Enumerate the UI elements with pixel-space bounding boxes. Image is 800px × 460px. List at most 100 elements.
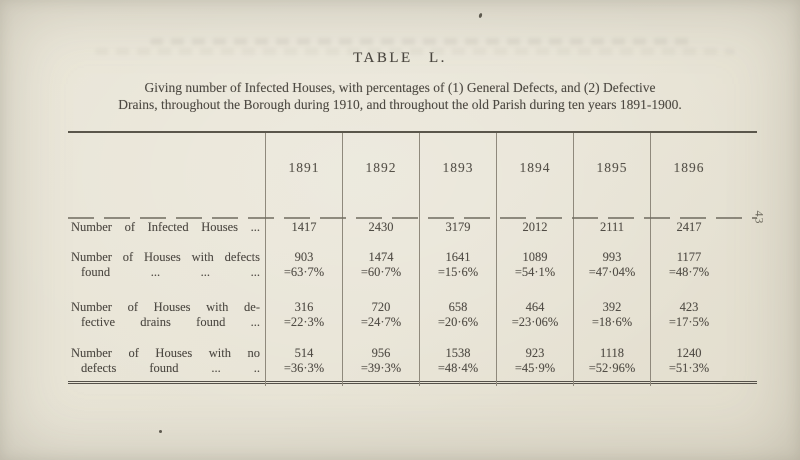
paper-speck bbox=[159, 430, 162, 433]
count-value: 923 bbox=[525, 346, 545, 360]
count-value: 1089 bbox=[522, 250, 548, 264]
value-cell: 3179 bbox=[419, 217, 496, 247]
value-cell: 423 =17·5% bbox=[650, 297, 727, 343]
count-value: 2430 bbox=[368, 220, 394, 234]
count-value: 464 bbox=[525, 300, 545, 314]
paper-speck bbox=[478, 12, 483, 19]
value-cell: 1089 =54·1% bbox=[496, 247, 573, 297]
count-value: 1474 bbox=[368, 250, 394, 264]
count-value: 1118 bbox=[599, 346, 625, 360]
count-value: 316 bbox=[294, 300, 314, 314]
statistics-table: 1891 1892 1893 1894 1895 1896 Number of Infect… bbox=[68, 131, 757, 386]
row-label: Number of Houses with defects found ... .… bbox=[68, 247, 265, 297]
percentage-value: =22·3% bbox=[283, 315, 325, 329]
value-cell: 392 =18·6% bbox=[573, 297, 650, 343]
count-value: 720 bbox=[371, 300, 391, 314]
row-label-line: Number of Houses with no bbox=[71, 346, 260, 360]
row-label-line: Number of Houses with defects bbox=[71, 250, 260, 264]
count-value: 903 bbox=[294, 250, 314, 264]
count-value: 956 bbox=[371, 346, 391, 360]
count-value: 2111 bbox=[599, 220, 625, 234]
count-value: 1417 bbox=[291, 220, 317, 234]
table-caption-line1: Giving number of Infected Houses, with p… bbox=[144, 80, 656, 95]
percentage-value: =20·6% bbox=[437, 315, 479, 329]
row-label-line: defects found ... .. bbox=[81, 360, 260, 375]
year-column-header: 1896 bbox=[650, 133, 727, 217]
header-label-spacer bbox=[68, 133, 265, 217]
value-cell: 316 =22·3% bbox=[265, 297, 342, 343]
percentage-value: =48·7% bbox=[668, 265, 710, 279]
percentage-value: =54·1% bbox=[514, 265, 556, 279]
year-column-header: 1895 bbox=[573, 133, 650, 217]
value-cell: 2012 bbox=[496, 217, 573, 247]
percentage-value: =15·6% bbox=[437, 265, 479, 279]
value-cell: 1118 =52·96% bbox=[573, 343, 650, 386]
bleed-through-smudge bbox=[95, 48, 735, 55]
percentage-value: =17·5% bbox=[668, 315, 710, 329]
year-column-header: 1894 bbox=[496, 133, 573, 217]
count-value: 658 bbox=[448, 300, 468, 314]
row-label: Number of Infected Houses ... bbox=[68, 217, 265, 247]
count-value: 1240 bbox=[676, 346, 702, 360]
percentage-value: =23·06% bbox=[511, 315, 559, 329]
count-value: 2417 bbox=[676, 220, 702, 234]
percentage-value: =45·9% bbox=[514, 361, 556, 375]
percentage-value: =47·04% bbox=[588, 265, 636, 279]
header-divider-dashed-rule bbox=[68, 217, 757, 219]
value-cell: 658 =20·6% bbox=[419, 297, 496, 343]
value-cell: 464 =23·06% bbox=[496, 297, 573, 343]
table-row: Number of Houses with de-fective drains … bbox=[68, 297, 727, 343]
table-row: Number of Infected Houses ... 1417 2430 317… bbox=[68, 217, 727, 247]
percentage-value: =52·96% bbox=[588, 361, 636, 375]
table-title: TABLE L. bbox=[353, 50, 447, 66]
row-label: Number of Houses with de-fective drains … bbox=[68, 297, 265, 343]
count-value: 514 bbox=[294, 346, 314, 360]
percentage-value: =60·7% bbox=[360, 265, 402, 279]
count-value: 1641 bbox=[445, 250, 471, 264]
value-cell: 1538 =48·4% bbox=[419, 343, 496, 386]
value-cell: 514 =36·3% bbox=[265, 343, 342, 386]
percentage-value: =51·3% bbox=[668, 361, 710, 375]
row-label-line: found ... ... ... bbox=[81, 264, 260, 279]
value-cell: 903 =63·7% bbox=[265, 247, 342, 297]
table-header-row: 1891 1892 1893 1894 1895 1896 bbox=[68, 133, 727, 217]
table-row: Number of Houses with defects found ... .… bbox=[68, 247, 727, 297]
count-value: 1177 bbox=[676, 250, 702, 264]
value-cell: 2430 bbox=[342, 217, 419, 247]
bleed-through-smudge bbox=[150, 38, 690, 45]
row-label-line: fective drains found ... bbox=[81, 314, 260, 329]
value-cell: 1474 =60·7% bbox=[342, 247, 419, 297]
value-cell: 993 =47·04% bbox=[573, 247, 650, 297]
percentage-value: =63·7% bbox=[283, 265, 325, 279]
value-cell: 720 =24·7% bbox=[342, 297, 419, 343]
value-cell: 1641 =15·6% bbox=[419, 247, 496, 297]
count-value: 3179 bbox=[445, 220, 471, 234]
count-value: 993 bbox=[602, 250, 622, 264]
count-value: 1538 bbox=[445, 346, 471, 360]
row-label-line: Number of Houses with de- bbox=[71, 300, 260, 314]
percentage-value: =24·7% bbox=[360, 315, 402, 329]
count-value: 392 bbox=[602, 300, 622, 314]
table-row: Number of Houses with no defects found ..… bbox=[68, 343, 727, 386]
year-column-header: 1893 bbox=[419, 133, 496, 217]
value-cell: 1240 =51·3% bbox=[650, 343, 727, 386]
value-cell: 2417 bbox=[650, 217, 727, 247]
row-label-line: Number of Infected Houses ... bbox=[71, 220, 260, 234]
row-label: Number of Houses with no defects found ..… bbox=[68, 343, 265, 386]
percentage-value: =36·3% bbox=[283, 361, 325, 375]
value-cell: 2111 bbox=[573, 217, 650, 247]
value-cell: 956 =39·3% bbox=[342, 343, 419, 386]
count-value: 423 bbox=[679, 300, 699, 314]
value-cell: 1417 bbox=[265, 217, 342, 247]
value-cell: 923 =45·9% bbox=[496, 343, 573, 386]
value-cell: 1177 =48·7% bbox=[650, 247, 727, 297]
table-caption: Giving number of Infected Houses, with p… bbox=[50, 80, 750, 113]
year-column-header: 1892 bbox=[342, 133, 419, 217]
percentage-value: =18·6% bbox=[591, 315, 633, 329]
table-caption-line2: Drains, throughout the Borough during 19… bbox=[118, 96, 682, 112]
percentage-value: =39·3% bbox=[360, 361, 402, 375]
year-column-header: 1891 bbox=[265, 133, 342, 217]
count-value: 2012 bbox=[522, 220, 548, 234]
percentage-value: =48·4% bbox=[437, 361, 479, 375]
